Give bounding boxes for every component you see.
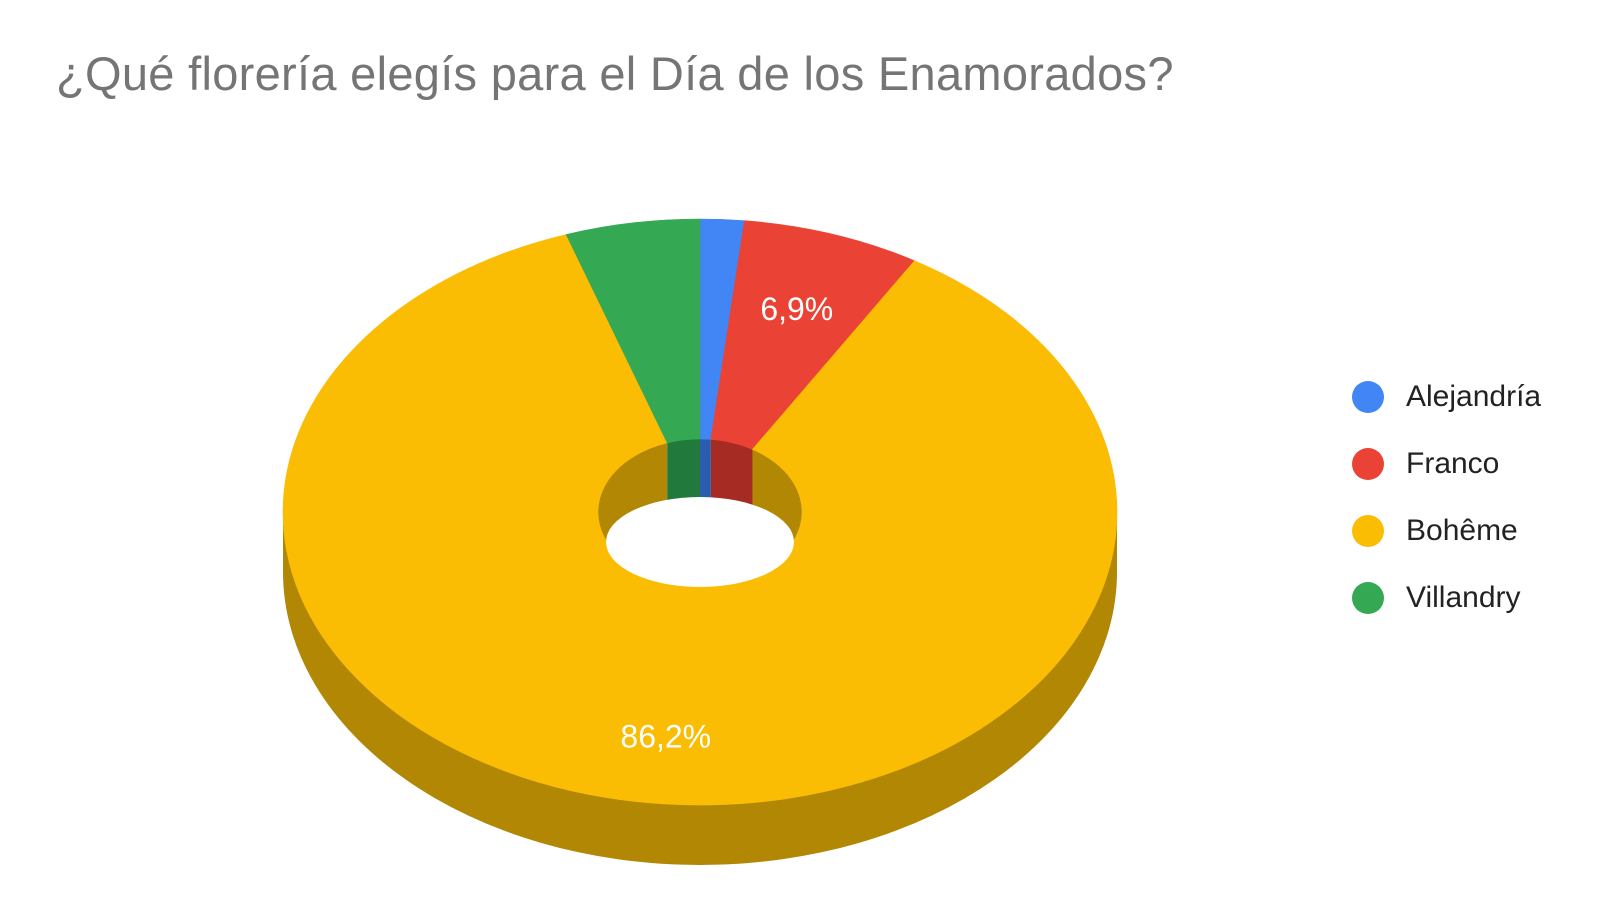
data-label-franco: 6,9% [760,291,833,327]
legend-label: Alejandría [1406,380,1542,413]
legend-swatch [1352,515,1384,547]
legend: Alejandría Franco Bohême Villandry [1352,380,1541,648]
legend-swatch [1352,448,1384,480]
legend-item-villandry[interactable]: Villandry [1352,581,1541,615]
hole-wall-2 [752,449,802,572]
pie-data-labels: 6,9% 86,2% [620,291,833,754]
hole-wall-2 [598,442,668,572]
pie-slice-villandry [565,218,701,444]
legend-label: Franco [1406,447,1500,480]
pie-hole [598,439,802,572]
hole-wall-1 [710,439,753,510]
legend-item-alejandría[interactable]: Alejandría [1352,380,1541,414]
hole-wall-0 [700,439,711,500]
legend-label: Villandry [1406,581,1521,614]
legend-swatch [1352,582,1384,614]
hole-opening [606,497,794,587]
pie-slice-franco [710,220,916,450]
legend-item-bohême[interactable]: Bohême [1352,514,1541,548]
legend-item-franco[interactable]: Franco [1352,447,1541,481]
legend-label: Bohême [1406,514,1518,547]
pie-side-2 [283,512,1117,865]
pie-3d-sides [283,512,1117,865]
chart-title: ¿Qué florería elegís para el Día de los … [56,47,1174,100]
hole-wall-3 [667,439,700,503]
data-label-bohême: 86,2% [620,718,711,754]
pie-slices [282,218,1118,806]
legend-swatch [1352,381,1384,413]
